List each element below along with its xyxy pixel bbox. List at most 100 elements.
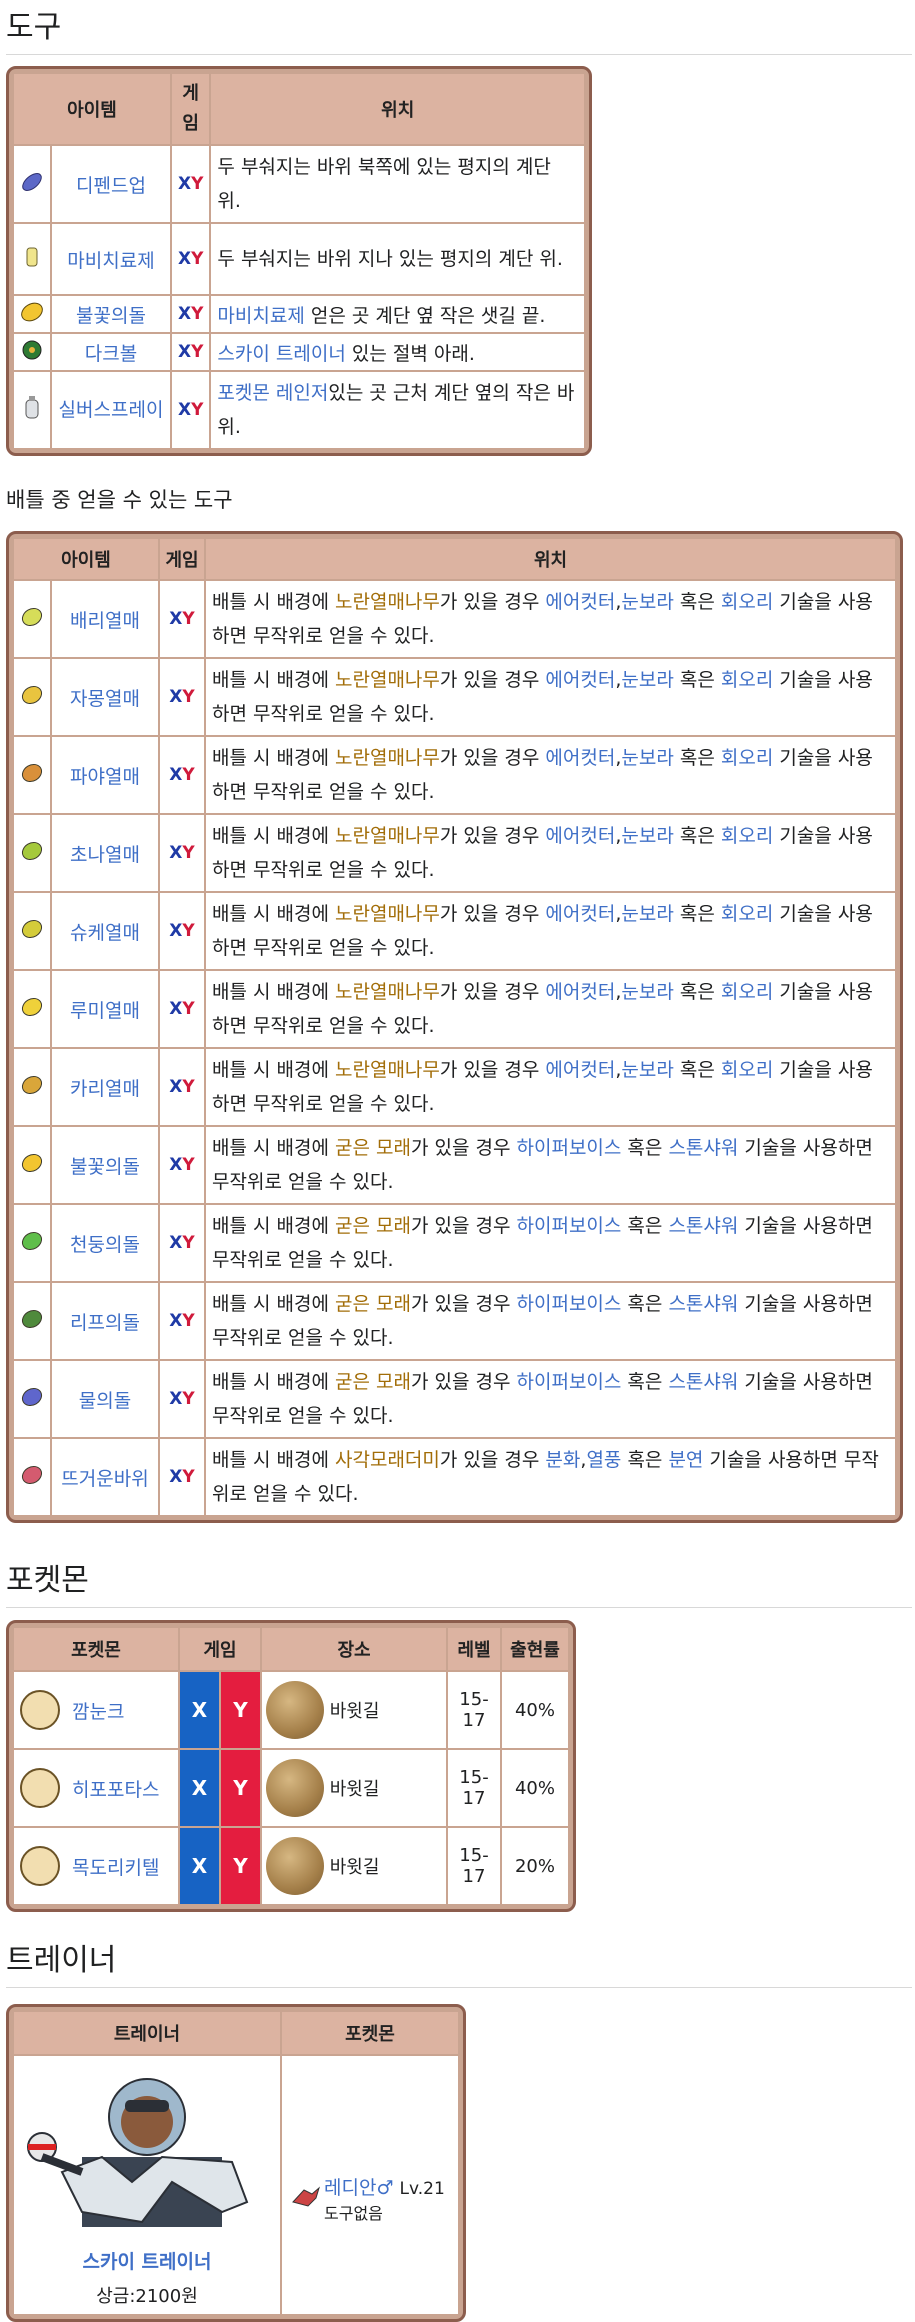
trainer-reward: 상금:2100원 <box>96 2286 198 2307</box>
move-link[interactable]: 에어컷터 <box>545 591 616 613</box>
move-link[interactable]: 하이퍼보이스 <box>516 1293 622 1315</box>
move-link[interactable]: 열풍 <box>586 1449 622 1471</box>
move-link[interactable]: 에어컷터 <box>545 903 616 925</box>
location-text: 배틀 시 배경에 굳은 모래가 있을 경우 하이퍼보이스 혹은 스톤샤워 기술을… <box>206 1127 895 1203</box>
terrain-link[interactable]: 노란열매나무 <box>335 591 440 613</box>
location-link[interactable]: 스카이 트레이너 <box>217 342 346 365</box>
move-link[interactable]: 에어컷터 <box>545 1059 616 1081</box>
move-link[interactable]: 회오리 <box>720 825 774 847</box>
heat-rock-icon <box>14 1439 50 1515</box>
move-link[interactable]: 눈보라 <box>621 747 674 769</box>
location-link[interactable]: 마비치료제 <box>217 304 305 327</box>
location-text: 두 부숴지는 바위 북쪽에 있는 평지의 계단 위. <box>211 146 584 222</box>
game-badge: XY <box>172 146 210 222</box>
move-link[interactable]: 눈보라 <box>621 591 674 613</box>
trainer-name-link[interactable]: 스카이 트레이너 <box>82 2251 212 2273</box>
trainer-table: 트레이너 포켓몬 스카이 트레이너 상금:2100원 <box>6 2004 466 2322</box>
nanab-berry-icon <box>14 737 50 813</box>
game-badge: XY <box>160 659 204 735</box>
terrain-link[interactable]: 노란열매나무 <box>335 669 440 691</box>
item-link[interactable]: 초나열매 <box>52 815 158 891</box>
item-link[interactable]: 뜨거운바위 <box>52 1439 158 1515</box>
terrain-link[interactable]: 노란열매나무 <box>335 747 440 769</box>
item-row: 루미열매 XY 배틀 시 배경에 노란열매나무가 있을 경우 에어컷터,눈보라 혹은… <box>14 971 895 1047</box>
move-link[interactable]: 눈보라 <box>621 1059 674 1081</box>
item-link[interactable]: 슈케열매 <box>52 893 158 969</box>
game-badge: XY <box>160 581 204 657</box>
item-row: 배리열매 XY 배틀 시 배경에 노란열매나무가 있을 경우 에어컷터,눈보라 혹은… <box>14 581 895 657</box>
terrain-link[interactable]: 노란열매나무 <box>335 825 440 847</box>
move-link[interactable]: 에어컷터 <box>545 981 616 1003</box>
terrain-link[interactable]: 굳은 모래 <box>335 1215 411 1237</box>
item-link[interactable]: 다크볼 <box>52 334 170 370</box>
item-link[interactable]: 실버스프레이 <box>52 372 170 448</box>
leaf-stone-icon <box>14 1283 50 1359</box>
terrain-link[interactable]: 사각모래더미 <box>335 1449 440 1471</box>
move-link[interactable]: 눈보라 <box>621 903 674 925</box>
pokemon-row: 히포포타스 X Y 바윗길 15-17 40% <box>14 1750 568 1826</box>
move-link[interactable]: 스톤샤워 <box>668 1371 739 1393</box>
move-link[interactable]: 스톤샤워 <box>668 1215 739 1237</box>
location-text: 배틀 시 배경에 노란열매나무가 있을 경우 에어컷터,눈보라 혹은 회오리 기… <box>206 581 895 657</box>
paralyze-heal-icon <box>14 224 50 294</box>
water-stone-icon <box>14 1361 50 1437</box>
item-link[interactable]: 파야열매 <box>52 737 158 813</box>
terrain-link[interactable]: 굳은 모래 <box>335 1137 411 1159</box>
move-link[interactable]: 눈보라 <box>621 981 674 1003</box>
pokemon-link[interactable]: 깜눈크 <box>72 1700 125 1723</box>
item-link[interactable]: 자몽열매 <box>52 659 158 735</box>
header-place: 장소 <box>262 1628 446 1670</box>
item-link[interactable]: 천둥의돌 <box>52 1205 158 1281</box>
item-link[interactable]: 디펜드업 <box>52 146 170 222</box>
move-link[interactable]: 회오리 <box>720 903 774 925</box>
move-link[interactable]: 스톤샤워 <box>668 1137 739 1159</box>
level-cell: 15-17 <box>448 1750 500 1826</box>
move-link[interactable]: 에어컷터 <box>545 747 616 769</box>
location-link[interactable]: 포켓몬 레인저 <box>217 382 329 404</box>
move-link[interactable]: 스톤샤워 <box>668 1293 739 1315</box>
pokemon-cell: 깜눈크 <box>14 1672 178 1748</box>
header-location: 위치 <box>211 74 584 144</box>
move-link[interactable]: 회오리 <box>720 981 774 1003</box>
move-link[interactable]: 하이퍼보이스 <box>516 1371 622 1393</box>
terrain-link[interactable]: 굳은 모래 <box>335 1371 411 1393</box>
item-link[interactable]: 불꽃의돌 <box>52 1127 158 1203</box>
pokemon-link[interactable]: 목도리키텔 <box>72 1856 160 1879</box>
move-link[interactable]: 분연 <box>668 1449 704 1471</box>
dusk-ball-icon <box>14 334 50 370</box>
move-link[interactable]: 회오리 <box>720 747 774 769</box>
terrain-link[interactable]: 노란열매나무 <box>335 981 440 1003</box>
move-link[interactable]: 분화 <box>545 1449 581 1471</box>
move-link[interactable]: 회오리 <box>720 591 774 613</box>
location-text: 두 부숴지는 바위 지나 있는 평지의 계단 위. <box>211 224 584 294</box>
item-link[interactable]: 마비치료제 <box>52 224 170 294</box>
item-link[interactable]: 배리열매 <box>52 581 158 657</box>
pinap-berry-icon <box>14 893 50 969</box>
move-link[interactable]: 에어컷터 <box>545 669 616 691</box>
move-link[interactable]: 하이퍼보이스 <box>516 1137 622 1159</box>
item-link[interactable]: 리프의돌 <box>52 1283 158 1359</box>
terrain-link[interactable]: 노란열매나무 <box>335 1059 440 1081</box>
item-link[interactable]: 불꽃의돌 <box>52 296 170 332</box>
move-link[interactable]: 하이퍼보이스 <box>516 1215 622 1237</box>
section-title-battle-items: 배틀 중 얻을 수 있는 도구 <box>6 488 233 512</box>
move-link[interactable]: 회오리 <box>720 1059 774 1081</box>
item-link[interactable]: 카리열매 <box>52 1049 158 1125</box>
move-link[interactable]: 에어컷터 <box>545 825 616 847</box>
pokemon-link[interactable]: 히포포타스 <box>72 1778 160 1801</box>
move-link[interactable]: 눈보라 <box>621 669 674 691</box>
game-badge: XY <box>160 971 204 1047</box>
item-link[interactable]: 루미열매 <box>52 971 158 1047</box>
pokemon-link[interactable]: 레디안 <box>324 2176 377 2199</box>
header-location: 위치 <box>206 539 895 579</box>
game-badge: XY <box>172 224 210 294</box>
terrain-link[interactable]: 굳은 모래 <box>335 1293 411 1315</box>
item-row: 불꽃의돌 XY 배틀 시 배경에 굳은 모래가 있을 경우 하이퍼보이스 혹은 스톤… <box>14 1127 895 1203</box>
move-link[interactable]: 눈보라 <box>621 825 674 847</box>
move-link[interactable]: 회오리 <box>720 669 774 691</box>
header-trainer: 트레이너 <box>14 2012 280 2054</box>
terrain-link[interactable]: 노란열매나무 <box>335 903 440 925</box>
item-link[interactable]: 물의돌 <box>52 1361 158 1437</box>
